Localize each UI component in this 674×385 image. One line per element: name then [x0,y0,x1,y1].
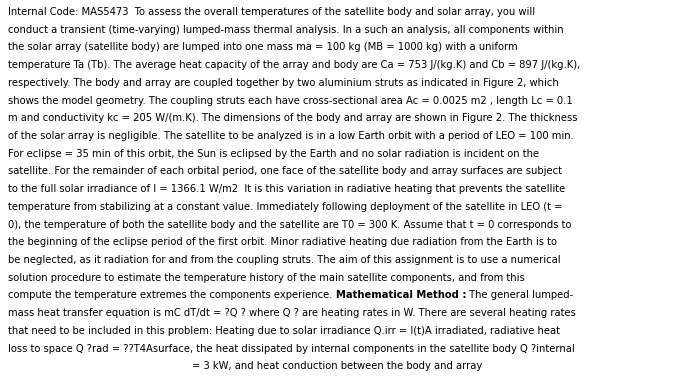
Text: the solar array (satellite body) are lumped into one mass ma = 100 kg (MB = 1000: the solar array (satellite body) are lum… [8,42,518,52]
Text: Internal Code: MAS5473  To assess the overall temperatures of the satellite body: Internal Code: MAS5473 To assess the ove… [8,7,535,17]
Text: be neglected, as it radiation for and from the coupling struts. The aim of this : be neglected, as it radiation for and fr… [8,255,561,265]
Text: to the full solar irradiance of I = 1366.1 W/m2  It is this variation in radiati: to the full solar irradiance of I = 1366… [8,184,565,194]
Text: For eclipse = 35 min of this orbit, the Sun is eclipsed by the Earth and no sola: For eclipse = 35 min of this orbit, the … [8,149,539,159]
Text: 0), the temperature of both the satellite body and the satellite are T0 = 300 K.: 0), the temperature of both the satellit… [8,219,572,229]
Text: solution procedure to estimate the temperature history of the main satellite com: solution procedure to estimate the tempe… [8,273,525,283]
Text: mass heat transfer equation is mC dT/dt = ?Q ? where Q ? are heating rates in W.: mass heat transfer equation is mC dT/dt … [8,308,576,318]
Text: temperature from stabilizing at a constant value. Immediately following deployme: temperature from stabilizing at a consta… [8,202,563,212]
Text: satellite. For the remainder of each orbital period, one face of the satellite b: satellite. For the remainder of each orb… [8,166,562,176]
Text: conduct a transient (time-varying) lumped-mass thermal analysis. In a such an an: conduct a transient (time-varying) lumpe… [8,25,563,35]
Text: that need to be included in this problem: Heating due to solar irradiance Q.irr : that need to be included in this problem… [8,326,560,336]
Text: of the solar array is negligible. The satellite to be analyzed is in a low Earth: of the solar array is negligible. The sa… [8,131,574,141]
Text: loss to space Q ?rad = ??T4Asurface, the heat dissipated by internal components : loss to space Q ?rad = ??T4Asurface, the… [8,343,575,353]
Text: shows the model geometry. The coupling struts each have cross-sectional area Ac : shows the model geometry. The coupling s… [8,95,573,105]
Text: The general lumped-: The general lumped- [466,290,574,300]
Text: = 3 kW, and heat conduction between the body and array: = 3 kW, and heat conduction between the … [192,361,482,371]
Text: respectively. The body and array are coupled together by two aluminium struts as: respectively. The body and array are cou… [8,78,559,88]
Text: temperature Ta (Tb). The average heat capacity of the array and body are Ca = 75: temperature Ta (Tb). The average heat ca… [8,60,580,70]
Text: compute the temperature extremes the components experience.: compute the temperature extremes the com… [8,290,336,300]
Text: the beginning of the eclipse period of the first orbit. Minor radiative heating : the beginning of the eclipse period of t… [8,237,557,247]
Text: Mathematical Method :: Mathematical Method : [336,290,466,300]
Text: m and conductivity kc = 205 W/(m.K). The dimensions of the body and array are sh: m and conductivity kc = 205 W/(m.K). The… [8,113,578,123]
